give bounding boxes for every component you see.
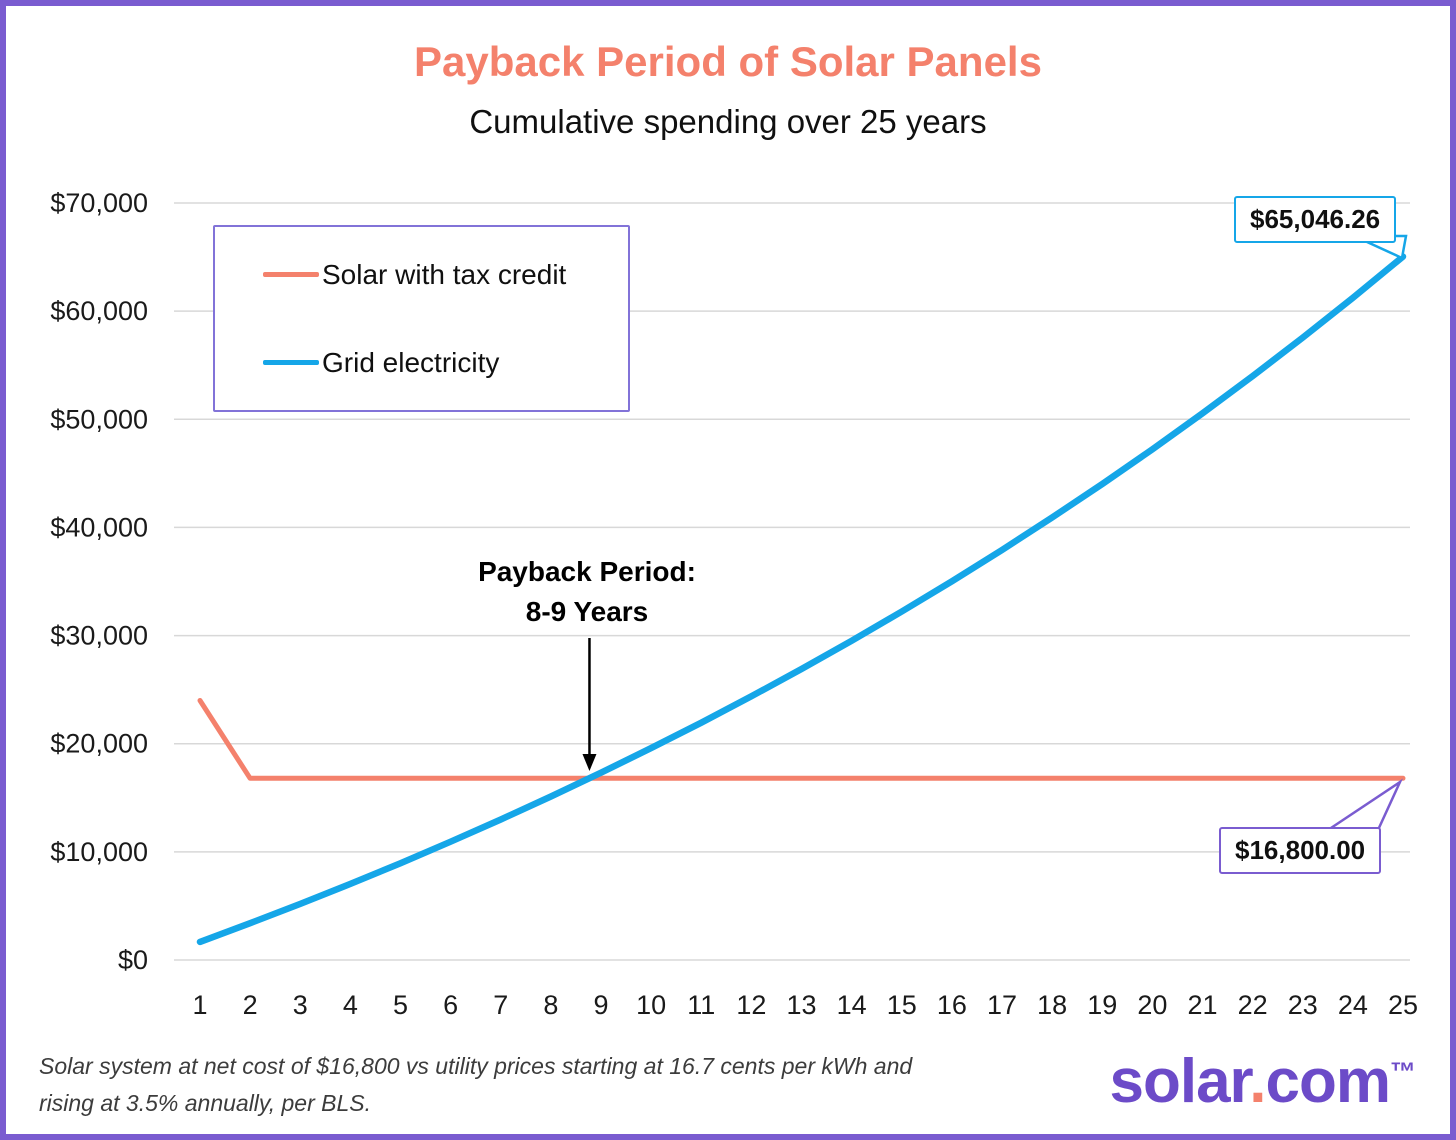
x-tick-label: 12	[736, 990, 766, 1020]
x-tick-label: 18	[1037, 990, 1067, 1020]
solar-com-logo: solar.com™	[1110, 1046, 1417, 1117]
series-line-solar	[197, 698, 1406, 781]
x-tick-label: 3	[293, 990, 308, 1020]
x-tick-label: 16	[937, 990, 967, 1020]
x-tick-label: 22	[1238, 990, 1268, 1020]
series-line-grid	[196, 253, 1407, 946]
x-tick-label: 21	[1187, 990, 1217, 1020]
payback-annotation-line1: Payback Period:	[478, 556, 696, 587]
y-tick-label: $30,000	[50, 621, 148, 651]
y-tick-label: $10,000	[50, 837, 148, 867]
x-tick-label: 2	[243, 990, 258, 1020]
x-tick-label: 6	[443, 990, 458, 1020]
legend-item-solar: Solar with tax credit	[263, 259, 628, 291]
x-tick-label: 11	[687, 990, 715, 1020]
grid-endpoint-callout: $65,046.26	[1234, 196, 1397, 243]
logo-dot: .	[1249, 1047, 1266, 1116]
logo-text-com: com	[1265, 1047, 1391, 1116]
x-tick-label: 1	[192, 990, 207, 1020]
y-tick-label: $0	[118, 945, 148, 975]
legend-label-solar: Solar with tax credit	[322, 258, 567, 290]
chart-legend: Solar with tax credit Grid electricity	[213, 225, 630, 412]
y-tick-label: $60,000	[50, 296, 148, 326]
x-tick-label: 10	[636, 990, 666, 1020]
x-tick-label: 8	[543, 990, 558, 1020]
x-tick-label: 19	[1087, 990, 1117, 1020]
y-tick-label: $70,000	[50, 188, 148, 218]
x-tick-label: 5	[393, 990, 408, 1020]
payback-annotation: Payback Period: 8-9 Years	[437, 552, 737, 632]
x-tick-label: 25	[1388, 990, 1418, 1020]
footnote-line1: Solar system at net cost of $16,800 vs u…	[39, 1053, 913, 1079]
x-tick-label: 24	[1338, 990, 1368, 1020]
payback-annotation-line2: 8-9 Years	[525, 596, 649, 627]
y-tick-label: $20,000	[50, 729, 148, 759]
chart-title: Payback Period of Solar Panels	[414, 38, 1042, 85]
logo-text-solar: solar	[1109, 1047, 1251, 1116]
solar-callout-pointer	[1323, 778, 1403, 832]
legend-swatch-grid	[263, 360, 319, 365]
x-tick-label: 13	[786, 990, 816, 1020]
x-tick-label: 15	[887, 990, 917, 1020]
chart-canvas: $0 $10,000 $20,000 $30,000 $40,000 $50,000 $60…	[50, 188, 1418, 1020]
legend-item-grid: Grid electricity	[263, 347, 628, 379]
x-tick-label: 17	[987, 990, 1017, 1020]
chart-subtitle: Cumulative spending over 25 years	[469, 103, 987, 140]
solar-endpoint-callout: $16,800.00	[1219, 827, 1382, 874]
legend-swatch-solar	[263, 272, 319, 277]
x-tick-label: 23	[1288, 990, 1318, 1020]
payback-arrow-head	[582, 754, 597, 771]
y-tick-label: $40,000	[50, 512, 148, 542]
footnote: Solar system at net cost of $16,800 vs u…	[39, 1048, 912, 1122]
x-tick-label: 20	[1137, 990, 1167, 1020]
x-tick-label: 7	[493, 990, 508, 1020]
legend-label-grid: Grid electricity	[322, 346, 500, 378]
footnote-line2: rising at 3.5% annually, per BLS.	[39, 1090, 371, 1116]
x-tick-label: 4	[343, 990, 358, 1020]
x-tick-label: 9	[593, 990, 608, 1020]
y-tick-label: $50,000	[50, 404, 148, 434]
x-tick-label: 14	[837, 990, 867, 1020]
logo-trademark: ™	[1390, 1056, 1416, 1087]
